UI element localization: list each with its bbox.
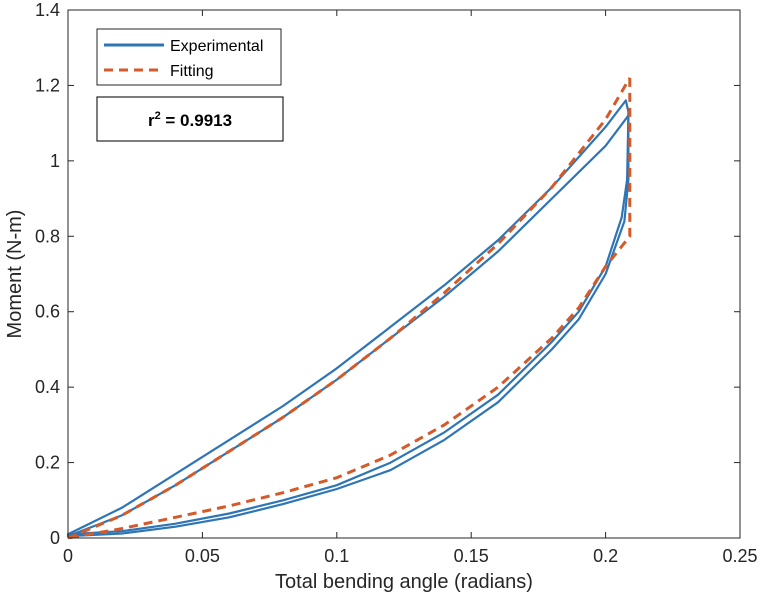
r-squared-superscript: 2 [155,110,161,122]
r-squared-value: = 0.9913 [161,111,232,130]
series-layer [66,77,632,540]
y-axis-label: Moment (N-m) [4,210,26,339]
experimental-series-line-4 [66,114,630,536]
x-tick-label: 0.1 [324,546,349,566]
r-squared-prefix: r [148,111,155,130]
fitting-series-line-2 [67,77,632,540]
legend-label-experimental: Experimental [170,38,263,55]
legend: Experimental Fitting [96,28,282,86]
r-squared-box [96,96,284,142]
y-tick-label: 0.6 [35,302,60,322]
experimental-series-line-2 [66,99,630,538]
x-tick-label: 0.2 [593,546,618,566]
legend-label-fitting: Fitting [170,63,214,80]
y-tick-label: 0 [50,528,60,548]
y-tick-label: 1.2 [35,75,60,95]
legend-box [96,28,282,86]
y-tick-label: 1 [50,151,60,171]
y-tick-label: 0.8 [35,226,60,246]
fitting-series-line-1 [67,77,632,540]
y-tick-label: 0.4 [35,377,60,397]
r-squared-annotation: r2 = 0.9913 [96,96,284,142]
x-tick-label: 0 [63,546,73,566]
x-tick-label: 0.05 [185,546,220,566]
y-tick-label: 1.4 [35,0,60,20]
tick-layer: 0 0.05 0.1 0.15 0.2 0.25 0 0.2 0.4 0.6 0.8 1 1.2 1.4 [35,0,758,566]
plot-area-frame [67,9,741,539]
x-tick-label: 0.25 [722,546,757,566]
x-axis-label: Total bending angle (radians) [275,571,533,593]
y-tick-label: 0.2 [35,453,60,473]
r-squared-text: r2 = 0.9913 [148,110,232,130]
x-tick-label: 0.15 [454,546,489,566]
